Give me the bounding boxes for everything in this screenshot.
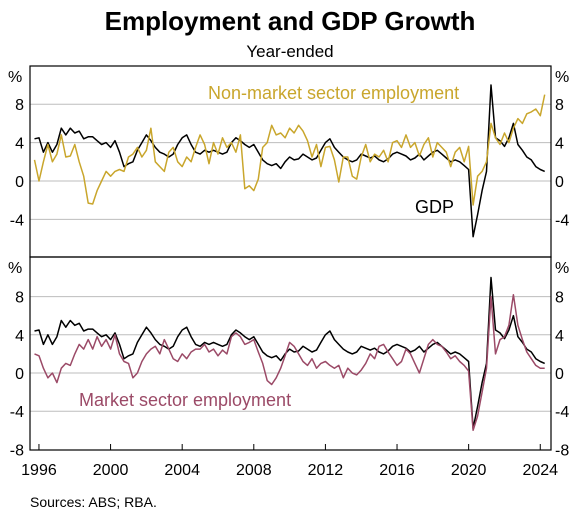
- x-tick-label: 1996: [21, 462, 57, 479]
- y-tick-label-left: 4: [15, 136, 24, 153]
- x-tick-label: 2000: [93, 462, 129, 479]
- series-lines: [33, 84, 546, 432]
- y-tick-label-right: -4: [555, 212, 569, 229]
- y-tick-label-left: 4: [15, 328, 24, 345]
- y-tick-label-right: 0: [555, 174, 564, 191]
- panel-frame: [29, 256, 552, 451]
- y-tick-label-left: 0: [15, 366, 24, 383]
- series-line-gdp: [34, 276, 545, 430]
- axis-labels: -4 -4 0 0 4 4 8 8% % GDP Non-market sector employm…: [8, 69, 569, 479]
- x-tick-label: 2024: [522, 462, 558, 479]
- y-tick-label-left: 0: [15, 174, 24, 191]
- y-tick-label-right: 4: [555, 328, 564, 345]
- gridlines: [30, 103, 551, 412]
- panel-frames: [29, 65, 552, 451]
- x-tick-label: 2016: [379, 462, 415, 479]
- y-tick-label-left: 8: [15, 97, 24, 114]
- y-tick-label-right: 8: [555, 97, 564, 114]
- y-tick-label-left: -8: [10, 442, 24, 459]
- unit-label-right: %: [555, 69, 569, 86]
- x-tick-label: 2012: [308, 462, 344, 479]
- chart-title: Employment and GDP Growth: [104, 6, 476, 36]
- y-tick-label-right: -4: [555, 404, 569, 421]
- x-tick-label: 2020: [451, 462, 487, 479]
- series-label-gdp: GDP: [415, 197, 454, 217]
- series-label-market-sector-employment: Market sector employment: [79, 390, 291, 410]
- y-tick-label-left: -4: [10, 212, 24, 229]
- y-tick-label-right: 8: [555, 290, 564, 307]
- series-label-non-market-sector-employment: Non-market sector employment: [208, 83, 459, 103]
- x-tick-label: 2004: [164, 462, 200, 479]
- series-line-gdp: [34, 84, 545, 238]
- y-tick-label-right: 0: [555, 366, 564, 383]
- source-note: Sources: ABS; RBA.: [30, 494, 157, 510]
- y-tick-label-left: 8: [15, 290, 24, 307]
- series-line-non-market-sector-employment: [33, 94, 546, 206]
- unit-label-left: %: [8, 260, 22, 277]
- y-tick-label-right: -8: [555, 442, 569, 459]
- unit-label-right: %: [555, 260, 569, 277]
- unit-label-left: %: [8, 69, 22, 86]
- x-tick-label: 2008: [236, 462, 272, 479]
- chart-subtitle: Year-ended: [246, 42, 334, 61]
- y-tick-label-left: -4: [10, 404, 24, 421]
- y-tick-label-right: 4: [555, 136, 564, 153]
- series-line-market-sector-employment: [34, 293, 545, 432]
